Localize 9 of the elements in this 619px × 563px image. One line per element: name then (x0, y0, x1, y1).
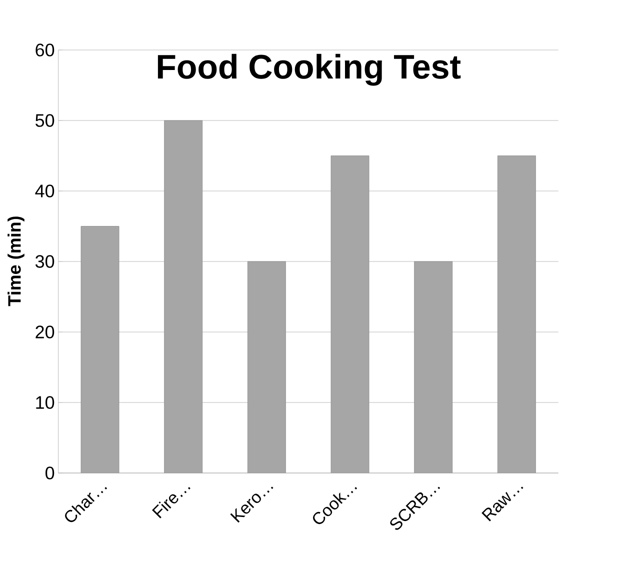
y-tick-label: 0 (46, 466, 54, 480)
y-tick-label: 50 (36, 114, 54, 127)
y-tick-label: 30 (35, 255, 54, 268)
chart-title: Food Cooking Test (158, 54, 461, 86)
y-tick-label: 60 (36, 44, 54, 56)
y-tick-label: 20 (36, 326, 54, 338)
y-axis-title: Time (min) (8, 216, 24, 306)
y-tick-label: 10 (36, 396, 54, 409)
y-tick-label: 40 (35, 184, 54, 198)
